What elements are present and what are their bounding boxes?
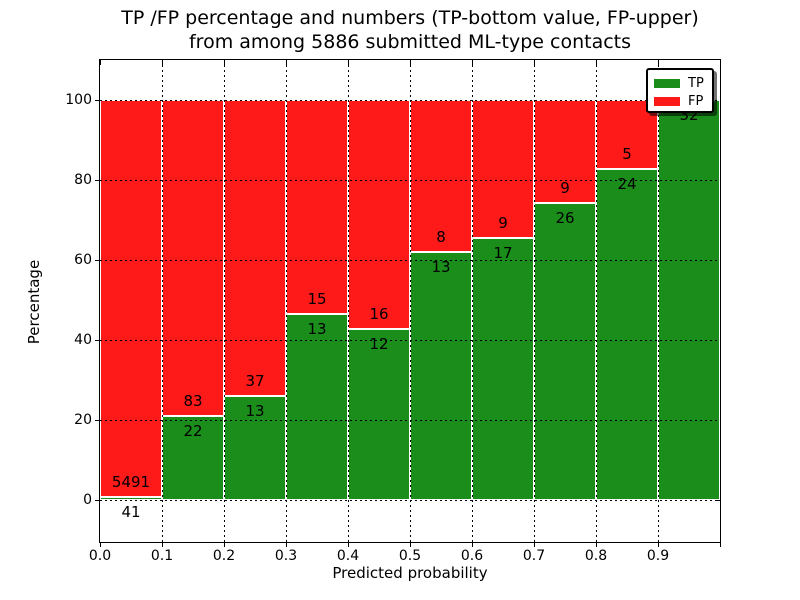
y-tick-label: 100 [65, 92, 92, 108]
x-axis-label: Predicted probability [332, 564, 488, 582]
fp-count-label: 5491 [111, 473, 151, 492]
legend-item-tp: TP [654, 74, 706, 92]
x-tick-mark-top [100, 60, 101, 65]
gridline-horizontal [100, 100, 720, 101]
legend: TP FP [646, 68, 714, 113]
x-tick-label: 0.9 [646, 548, 670, 564]
y-axis-label: Percentage [25, 259, 43, 345]
bar-fp-segment [162, 100, 224, 417]
bar-tp-segment [534, 202, 596, 500]
y-tick-label: 40 [74, 332, 92, 348]
y-tick-label: 20 [74, 412, 92, 428]
x-tick-label: 0.1 [150, 548, 174, 564]
bar-fp-segment [286, 100, 348, 315]
x-tick-label: 0.6 [460, 548, 484, 564]
fp-count-label: 8 [436, 228, 446, 247]
y-tick-mark [95, 180, 100, 181]
x-tick-mark [348, 542, 349, 547]
fp-count-label: 9 [560, 178, 570, 197]
tp-count-label: 17 [493, 244, 513, 263]
y-tick-mark [95, 420, 100, 421]
x-tick-mark [596, 542, 597, 547]
bar-fp-segment [348, 100, 410, 329]
y-tick-mark [95, 260, 100, 261]
tp-count-label: 13 [245, 402, 265, 420]
gridline-vertical [596, 60, 597, 542]
tp-count-label: 12 [369, 334, 389, 353]
y-tick-mark [95, 500, 100, 501]
gridline-horizontal [100, 180, 720, 181]
x-tick-mark [224, 542, 225, 547]
x-tick-label: 0.5 [398, 548, 422, 564]
gridline-vertical [658, 60, 659, 542]
bar-tp-segment [100, 497, 162, 500]
bar-tp-segment [596, 168, 658, 500]
chart-title: TP /FP percentage and numbers (TP-bottom… [20, 6, 800, 54]
gridline-vertical [162, 60, 163, 542]
fp-count-label: 9 [498, 214, 508, 233]
plot-area: TP FP 5491 41 83 22 37 13 15 13 16 12 8 13 9 17 9 26 5 24… [99, 59, 721, 543]
x-tick-mark [100, 542, 101, 547]
x-tick-mark [410, 542, 411, 547]
tp-count-label: 13 [431, 258, 451, 277]
chart-title-line1: TP /FP percentage and numbers (TP-bottom… [121, 7, 699, 29]
gridline-vertical [472, 60, 473, 542]
x-tick-mark [720, 542, 721, 547]
y-tick-label: 60 [74, 252, 92, 268]
tp-count-label: 24 [617, 174, 637, 193]
gridline-vertical [224, 60, 225, 542]
gridline-horizontal [100, 260, 720, 261]
fp-count-label: 5 [622, 144, 632, 163]
gridline-vertical [534, 60, 535, 542]
tp-count-label: 26 [555, 208, 575, 227]
legend-label-tp: TP [688, 75, 704, 91]
x-tick-label: 0.8 [584, 548, 608, 564]
gridline-horizontal [100, 420, 720, 421]
x-tick-label: 0.0 [88, 548, 112, 564]
tp-count-label: 13 [307, 320, 327, 339]
x-tick-label: 0.2 [212, 548, 236, 564]
x-tick-mark [162, 542, 163, 547]
x-tick-mark [286, 542, 287, 547]
tp-color-swatch [654, 78, 680, 88]
tp-count-label: 22 [183, 422, 203, 441]
bar-fp-segment [224, 100, 286, 396]
fp-count-label: 37 [245, 372, 265, 390]
y-tick-mark [95, 100, 100, 101]
y-tick-label: 80 [74, 172, 92, 188]
x-tick-label: 0.7 [522, 548, 546, 564]
fp-count-label: 83 [183, 392, 203, 411]
x-tick-label: 0.4 [336, 548, 360, 564]
x-tick-label: 0.3 [274, 548, 298, 564]
gridline-vertical [348, 60, 349, 542]
x-tick-mark [534, 542, 535, 547]
fp-color-swatch [654, 96, 680, 106]
chart-title-line2: from among 5886 submitted ML-type contac… [188, 31, 632, 53]
x-tick-mark [658, 542, 659, 547]
x-tick-mark [472, 542, 473, 547]
fp-count-label: 16 [369, 304, 389, 323]
legend-label-fp: FP [688, 93, 704, 109]
y-tick-label: 0 [83, 492, 92, 508]
tp-count-label: 41 [121, 503, 141, 522]
bar-tp-segment [658, 100, 720, 500]
bar-fp-segment [100, 100, 162, 498]
gridline-horizontal [100, 500, 720, 501]
bar-tp-segment [286, 314, 348, 500]
bar-tp-segment [472, 238, 534, 500]
bar-tp-segment [348, 328, 410, 500]
gridline-vertical [286, 60, 287, 542]
fp-count-label: 15 [307, 290, 327, 309]
gridline-horizontal [100, 340, 720, 341]
y-tick-mark [95, 340, 100, 341]
bar-fp-segment [472, 100, 534, 239]
bar-tp-segment [410, 252, 472, 500]
bar-tp-segment [162, 416, 224, 500]
gridline-vertical [410, 60, 411, 542]
legend-item-fp: FP [654, 92, 706, 110]
